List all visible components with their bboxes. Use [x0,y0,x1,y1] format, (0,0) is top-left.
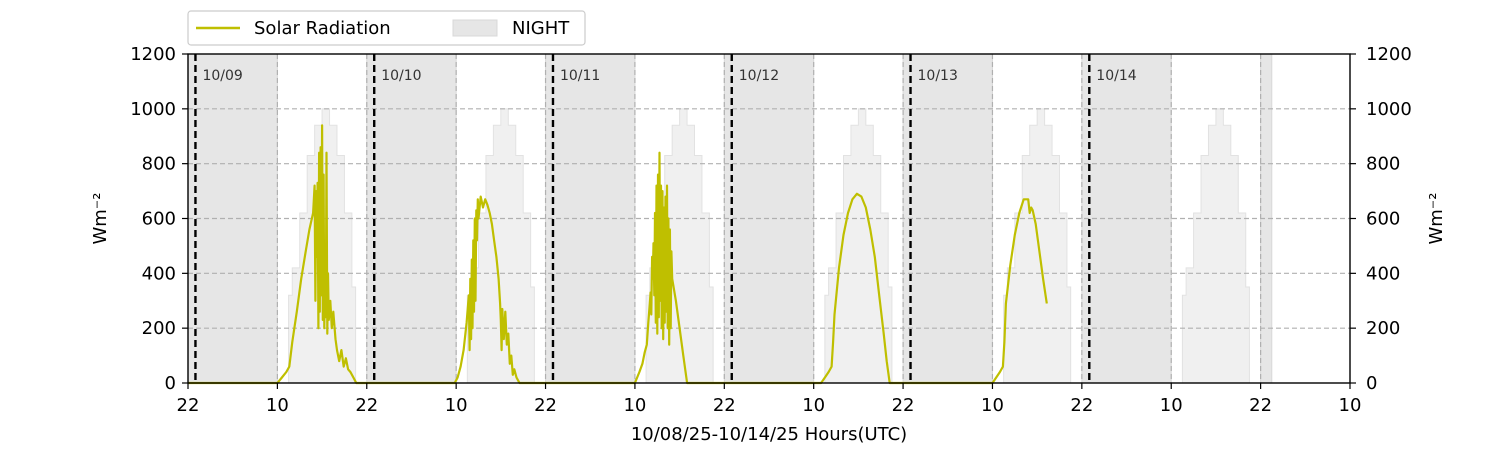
grid-lines [188,54,1350,383]
y-tick-label-right: 400 [1366,263,1400,284]
y-tick-label-right: 1000 [1366,99,1412,120]
x-tick-label: 22 [177,395,200,416]
x-tick-label: 10 [266,395,289,416]
x-tick-label: 22 [1070,395,1093,416]
clear-sky-day [824,108,893,384]
day-label: 10/12 [739,68,779,84]
x-tick-label: 22 [534,395,557,416]
x-tick-label: 10 [1160,395,1183,416]
x-tick-label: 10 [981,395,1004,416]
legend-patch-night [452,19,498,37]
x-tick-label: 10 [802,395,825,416]
y-tick-label-right: 0 [1366,373,1377,394]
y-tick-label-right: 600 [1366,209,1400,230]
x-axis-ticks: 22 10 22 10 22 10 22 10 22 10 22 10 22 10 [177,383,1362,416]
y-tick-label-left: 1000 [130,99,176,120]
day-label: 10/09 [202,68,242,84]
legend: Solar Radiation NIGHT [187,10,586,46]
legend-label-night: NIGHT [512,18,570,39]
y-tick-label-left: 1200 [130,44,176,65]
y-tick-label-left: 400 [142,263,176,284]
y-axis-title-right: Wm⁻² [1426,192,1447,244]
y-axis-title-left: Wm⁻² [90,192,111,244]
y-tick-label-left: 0 [165,373,176,394]
day-label: 10/11 [560,68,600,84]
y-tick-label-right: 1200 [1366,44,1412,65]
y-axis-ticks: 0 0 200 200 400 400 600 600 800 800 1000 1000 1200 12… [130,44,1412,394]
day-label: 10/13 [918,68,958,84]
x-tick-label: 10 [1339,395,1362,416]
x-tick-label: 10 [445,395,468,416]
x-tick-label: 22 [892,395,915,416]
day-label: 10/10 [381,68,421,84]
x-tick-label: 22 [713,395,736,416]
day-separators: 10/09 10/10 10/11 10/12 10/13 10/14 [194,54,1137,383]
y-tick-label-left: 800 [142,154,176,175]
y-tick-label-right: 200 [1366,318,1400,339]
y-tick-label-right: 800 [1366,154,1400,175]
series-line-solar-radiation [188,124,1048,385]
x-tick-label: 22 [355,395,378,416]
day-label: 10/14 [1096,68,1136,84]
x-axis-title: 10/08/25-10/14/25 Hours(UTC) [631,424,907,445]
legend-label-solar: Solar Radiation [254,18,391,39]
x-tick-label: 10 [623,395,646,416]
x-tick-label: 22 [1249,395,1272,416]
y-tick-label-left: 600 [142,209,176,230]
clear-sky-day [1181,108,1250,384]
y-tick-label-left: 200 [142,318,176,339]
